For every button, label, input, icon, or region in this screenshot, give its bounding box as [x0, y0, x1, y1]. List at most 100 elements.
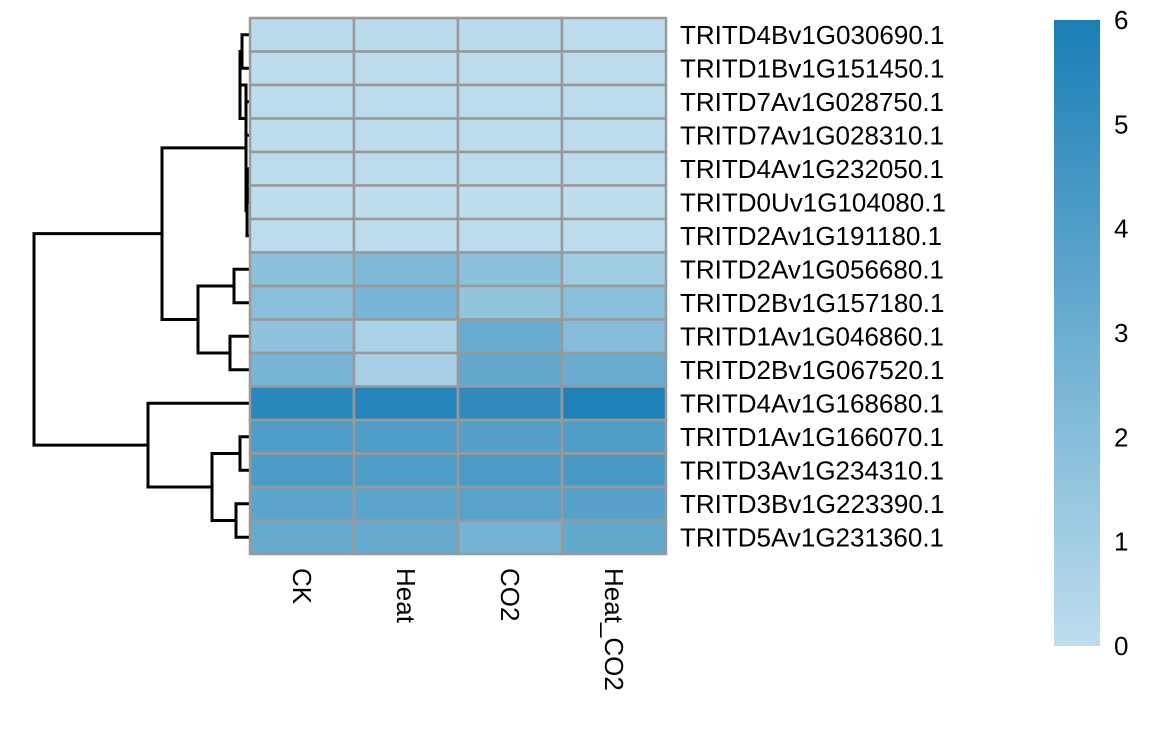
legend-tick-label: 2 [1114, 422, 1128, 452]
dendrogram-branch [210, 452, 242, 522]
heatmap-cell [560, 485, 668, 522]
legend-tick-label: 5 [1114, 109, 1128, 139]
column-label: Heat_CO2 [599, 568, 629, 691]
heatmap-cell [456, 284, 564, 321]
heatmap-cell [560, 452, 668, 489]
heatmap-cell [248, 418, 356, 455]
heatmap-cell [352, 150, 460, 187]
dendrogram-branch [32, 232, 164, 447]
legend-tick-label: 4 [1114, 214, 1128, 244]
column-label: CK [287, 568, 317, 605]
heatmap-cell [352, 385, 460, 422]
heatmap-cell [560, 217, 668, 254]
heatmap-cell [456, 418, 564, 455]
heatmap-cell [352, 83, 460, 120]
legend-tick-label: 0 [1114, 631, 1128, 661]
heatmap-cell [560, 150, 668, 187]
heatmap-cell [352, 284, 460, 321]
row-label: TRITD3Bv1G223390.1 [680, 489, 944, 519]
heatmap-cell [560, 251, 668, 288]
heatmap-cell [456, 16, 564, 53]
heatmap-cell [248, 452, 356, 489]
heatmap-cell [560, 83, 668, 120]
heatmap-cell [560, 184, 668, 221]
heatmap-cell [456, 351, 564, 388]
heatmap-cell [352, 50, 460, 87]
heatmap-cell [248, 385, 356, 422]
row-label: TRITD2Av1G056680.1 [680, 254, 944, 284]
dendrogram-branch [240, 33, 250, 70]
row-label: TRITD1Av1G166070.1 [680, 422, 944, 452]
heatmap-cell [456, 117, 564, 154]
row-label: TRITD7Av1G028310.1 [680, 120, 944, 150]
heatmap-cell [456, 519, 564, 556]
legend-tick-label: 3 [1114, 318, 1128, 348]
dendrogram-branch [244, 100, 250, 137]
dendrogram-branch [146, 401, 250, 489]
heatmap-cell [560, 351, 668, 388]
row-label: TRITD1Bv1G151450.1 [680, 53, 944, 83]
heatmap-cell [456, 318, 564, 355]
color-legend: 0 1 2 3 4 5 6 [1054, 5, 1128, 661]
heatmap-cell [352, 184, 460, 221]
heatmap-cell [456, 385, 564, 422]
row-label: TRITD2Bv1G067520.1 [680, 355, 944, 385]
heatmap-cell [560, 418, 668, 455]
heatmap-cell [248, 318, 356, 355]
heatmap-cell [560, 117, 668, 154]
heatmap-cell [352, 251, 460, 288]
heatmap-cell [352, 16, 460, 53]
heatmap-cell [248, 50, 356, 87]
heatmap-cell [352, 217, 460, 254]
heatmap-cell [560, 16, 668, 53]
row-label: TRITD4Av1G168680.1 [680, 388, 944, 418]
heatmap-cell [248, 485, 356, 522]
row-label: TRITD3Av1G234310.1 [680, 455, 944, 485]
heatmap-cells [248, 16, 668, 556]
row-label: TRITD0Uv1G104080.1 [680, 187, 946, 217]
heatmap-cell [248, 284, 356, 321]
row-label: TRITD5Av1G231360.1 [680, 522, 944, 552]
heatmap-cell [352, 351, 460, 388]
heatmap-cell [248, 184, 356, 221]
column-label: CO2 [495, 568, 525, 621]
row-label: TRITD2Bv1G157180.1 [680, 288, 944, 318]
heatmap-cell [560, 318, 668, 355]
heatmap-cell [456, 150, 564, 187]
heatmap-cell [248, 150, 356, 187]
dendrogram-branch [234, 502, 250, 539]
row-label: TRITD2Av1G191180.1 [680, 221, 942, 251]
heatmap-cell [456, 184, 564, 221]
heatmap-cell [248, 117, 356, 154]
heatmap-cell [456, 83, 564, 120]
heatmap-cell [456, 251, 564, 288]
row-dendrogram [32, 33, 250, 539]
heatmap-cell [560, 284, 668, 321]
heatmap-cell [352, 117, 460, 154]
dendrogram-branch [160, 146, 248, 321]
heatmap-cell [560, 385, 668, 422]
heatmap-cell [352, 452, 460, 489]
heatmap-cell [352, 485, 460, 522]
heatmap-cell [456, 485, 564, 522]
heatmap-cell [248, 217, 356, 254]
heatmap-cell [248, 351, 356, 388]
legend-tick-label: 1 [1114, 527, 1128, 557]
row-label: TRITD4Bv1G030690.1 [680, 20, 944, 50]
dendrogram-branch [196, 284, 236, 355]
row-label: TRITD1Av1G046860.1 [680, 321, 944, 351]
heatmap-cell [456, 50, 564, 87]
heatmap-cell [248, 519, 356, 556]
heatmap-cell [560, 519, 668, 556]
dendrogram-branch [238, 435, 250, 472]
column-label: Heat [391, 568, 421, 624]
row-label: TRITD7Av1G028750.1 [680, 87, 944, 117]
heatmap-cell [456, 452, 564, 489]
heatmap-cell [248, 16, 356, 53]
heatmap-cell [352, 519, 460, 556]
row-label: TRITD4Av1G232050.1 [680, 154, 944, 184]
color-legend-bar [1054, 20, 1100, 646]
legend-tick-label: 6 [1114, 5, 1128, 35]
